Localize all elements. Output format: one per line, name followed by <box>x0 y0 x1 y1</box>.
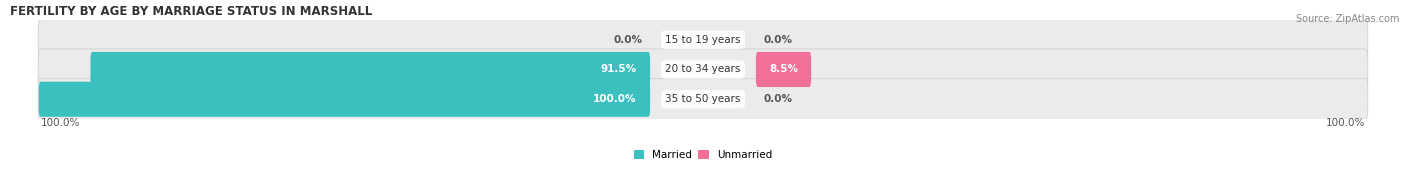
Text: 100.0%: 100.0% <box>41 118 80 128</box>
Text: 0.0%: 0.0% <box>763 35 793 45</box>
FancyBboxPatch shape <box>38 79 1368 120</box>
Text: 100.0%: 100.0% <box>1326 118 1365 128</box>
FancyBboxPatch shape <box>756 52 811 87</box>
Text: 8.5%: 8.5% <box>770 64 799 74</box>
Text: 100.0%: 100.0% <box>593 94 636 104</box>
FancyBboxPatch shape <box>38 49 1368 90</box>
Text: Source: ZipAtlas.com: Source: ZipAtlas.com <box>1295 14 1399 24</box>
Text: 91.5%: 91.5% <box>600 64 636 74</box>
Text: 0.0%: 0.0% <box>613 35 643 45</box>
Text: 35 to 50 years: 35 to 50 years <box>665 94 741 104</box>
Legend: Married, Unmarried: Married, Unmarried <box>630 146 776 164</box>
Text: 20 to 34 years: 20 to 34 years <box>665 64 741 74</box>
Text: 15 to 19 years: 15 to 19 years <box>665 35 741 45</box>
Text: FERTILITY BY AGE BY MARRIAGE STATUS IN MARSHALL: FERTILITY BY AGE BY MARRIAGE STATUS IN M… <box>10 5 373 18</box>
FancyBboxPatch shape <box>90 52 650 87</box>
Text: 0.0%: 0.0% <box>763 94 793 104</box>
FancyBboxPatch shape <box>38 19 1368 60</box>
FancyBboxPatch shape <box>39 82 650 117</box>
